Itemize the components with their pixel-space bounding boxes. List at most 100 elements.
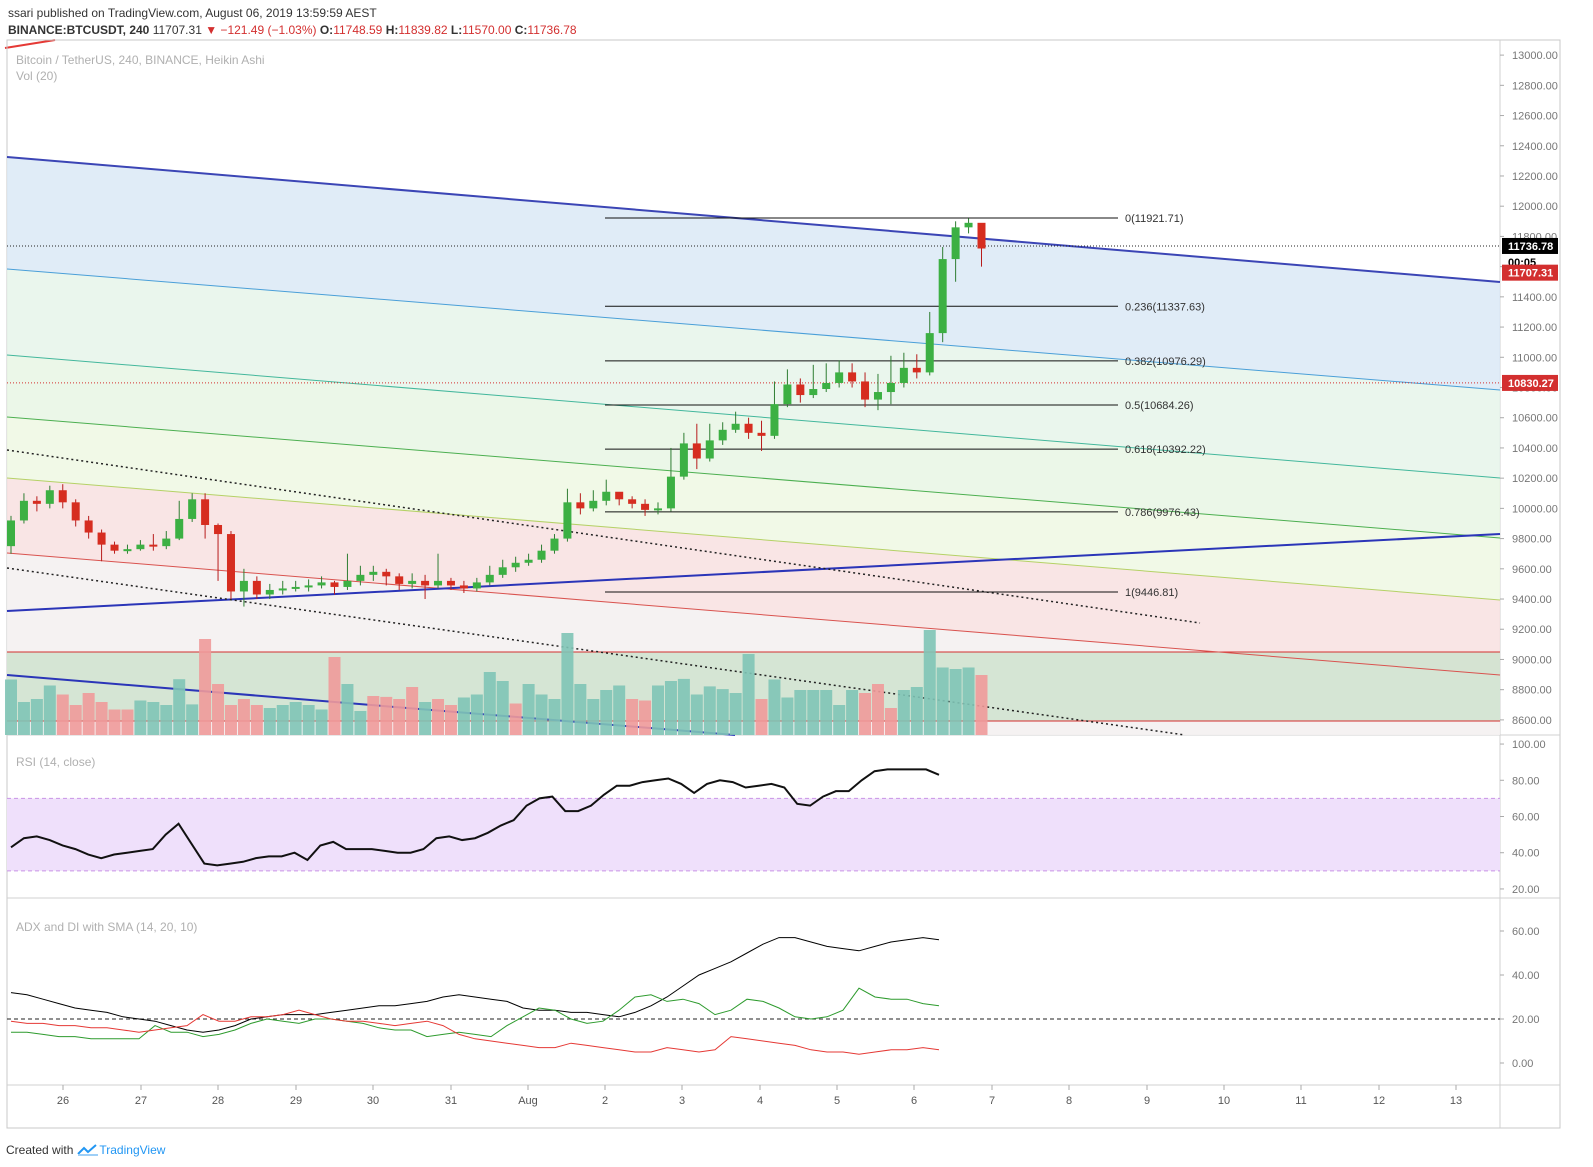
price-tick-label: 10600.00 <box>1512 413 1558 425</box>
volume-bar <box>781 697 794 735</box>
candle-body <box>71 502 80 521</box>
volume-bar <box>121 709 134 735</box>
volume-bar <box>17 702 30 735</box>
symbol-ohlc-bar: BINANCE:BTCUSDT, 240 11707.31 ▼ −121.49 … <box>8 23 577 37</box>
price-tick-label: 11200.00 <box>1512 322 1557 334</box>
adx-series-di <box>10 1009 940 1055</box>
volume-bar <box>147 702 160 735</box>
adx-pane[interactable]: 0.00 20.00 40.00 60.00 <box>7 926 1540 1070</box>
volume-bar <box>587 699 600 735</box>
volume-bar <box>820 690 833 735</box>
channel-line-4 <box>6 477 1501 601</box>
time-tick-label: 6 <box>911 1095 917 1107</box>
candle-body <box>162 538 171 547</box>
channel-band-2 <box>7 355 1500 538</box>
candle-body <box>239 580 248 592</box>
candle-body <box>32 500 41 504</box>
symbol-name[interactable]: BINANCE:BTCUSDT, 240 <box>8 23 150 37</box>
volume-bar <box>444 705 457 735</box>
candle-body <box>550 538 559 551</box>
time-tick-label: 10 <box>1218 1095 1230 1107</box>
volume-bar <box>483 672 496 735</box>
candle-body <box>912 367 921 373</box>
volume-bar <box>626 699 639 735</box>
volume-bar <box>923 630 936 735</box>
fib-level-label: 0.618(10392.22) <box>1125 444 1206 456</box>
rsi-title: RSI (14, close) <box>16 755 95 769</box>
rsi-tick-label: 80.00 <box>1512 775 1540 787</box>
price-tick-label: 11400.00 <box>1512 292 1557 304</box>
time-tick-label: 12 <box>1373 1095 1385 1107</box>
candle-body <box>770 404 779 436</box>
volume-bar <box>108 709 121 735</box>
channel-band-0 <box>7 157 1500 390</box>
tradingview-link[interactable]: TradingView <box>77 1143 165 1157</box>
candle-body <box>369 571 378 575</box>
candle-body <box>58 490 67 503</box>
volume-bar <box>794 690 807 735</box>
dotted-trendline-lower <box>6 567 1186 736</box>
volume-bar <box>432 699 445 735</box>
volume-bar <box>859 693 872 735</box>
rsi-tick-label: 40.00 <box>1512 848 1540 860</box>
price-pane[interactable]: 0(11921.71) 0.236(11337.63) 0.382(10976.29… <box>5 40 1560 1128</box>
time-tick-label: 31 <box>445 1095 457 1107</box>
volume-bar <box>470 694 483 735</box>
price-tick-label: 12800.00 <box>1512 80 1558 92</box>
candle-body <box>188 499 197 519</box>
publisher-info: ssari published on TradingView.com, Augu… <box>8 6 377 20</box>
candle-body <box>421 580 430 586</box>
candle-body <box>45 490 54 504</box>
channel-line-2 <box>6 354 1501 479</box>
fib-level-label: 0.236(11337.63) <box>1125 301 1205 313</box>
volume-bar <box>406 687 419 735</box>
tradingview-brand: TradingView <box>99 1143 166 1157</box>
volume-bar <box>910 687 923 735</box>
price-axis-marker <box>1502 374 1558 391</box>
price-tick-label: 12600.00 <box>1512 111 1558 123</box>
volume-bar <box>535 694 548 735</box>
volume-bar <box>328 657 341 735</box>
price-axis-marker-label: 11707.31 <box>1508 268 1553 280</box>
time-tick-label: 2 <box>602 1095 608 1107</box>
tradingview-logo-icon <box>77 1144 99 1156</box>
volume-bar <box>212 684 225 735</box>
candle-body <box>19 500 28 521</box>
volume-bar <box>56 694 69 735</box>
price-tick-label: 9400.00 <box>1512 594 1552 606</box>
price-tick-label: 8600.00 <box>1512 715 1552 727</box>
price-tick-label: 12200.00 <box>1512 171 1558 183</box>
volume-bar <box>574 684 587 735</box>
volume-bar <box>496 681 509 735</box>
volume-bar <box>199 639 212 735</box>
volume-bar <box>742 654 755 735</box>
price-axis-marker <box>1502 264 1558 281</box>
volume-bar <box>419 702 432 735</box>
candle-body <box>783 384 792 405</box>
volume-bar <box>173 679 186 735</box>
candle-body <box>951 227 960 260</box>
volume-bar <box>652 685 664 735</box>
rsi-pane[interactable]: 20.00 40.00 60.00 80.00 100.00 <box>7 739 1546 896</box>
volume-bar <box>561 633 574 735</box>
time-tick-label: 30 <box>367 1095 379 1107</box>
fib-level-label: 1(9446.81) <box>1125 587 1178 599</box>
rsi-tick-label: 20.00 <box>1512 884 1540 896</box>
time-tick-label: 27 <box>135 1095 147 1107</box>
high-label: H: <box>385 23 399 37</box>
candle-body <box>576 502 585 509</box>
time-tick-label: 3 <box>679 1095 685 1107</box>
time-tick-label: 7 <box>989 1095 995 1107</box>
rsi-line <box>10 768 940 867</box>
candle-body <box>641 503 650 510</box>
volume-bar <box>69 705 82 735</box>
volume-bar <box>613 685 626 735</box>
price-tick-label: 10200.00 <box>1512 473 1558 485</box>
mini-trend-line <box>4 39 56 49</box>
price-tick-label: 10000.00 <box>1512 503 1558 515</box>
time-axis[interactable]: 26 27 28 29 30 31 Aug 2 3 4 5 6 7 8 9 10 11 12 13 <box>57 1085 1462 1107</box>
candle-body <box>498 567 507 575</box>
volume-bar <box>677 678 690 735</box>
volume-bar <box>884 708 897 735</box>
